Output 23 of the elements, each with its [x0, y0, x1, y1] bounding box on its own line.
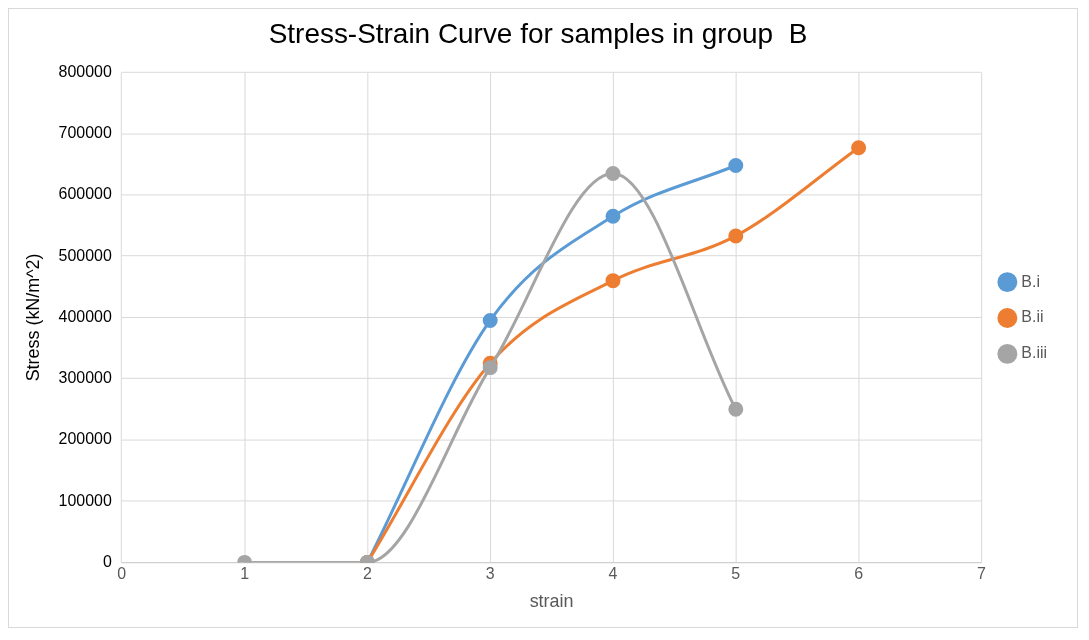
x-tick-label: 3: [485, 565, 495, 583]
y-tick-label: 500000: [58, 246, 112, 264]
y-tick-label: 400000: [58, 307, 112, 325]
y-tick-label: 300000: [58, 369, 112, 387]
y-tick-label: 700000: [58, 124, 112, 142]
y-tick-label: 600000: [58, 185, 112, 203]
x-axis-title: strain: [529, 591, 574, 612]
legend-label: B.i: [1021, 272, 1040, 290]
x-tick-label: 2: [362, 565, 372, 583]
x-tick-label: 1: [240, 565, 250, 583]
y-tick-label: 200000: [58, 430, 112, 448]
y-tick-label: 0: [102, 552, 112, 570]
x-tick-label: 0: [117, 565, 127, 583]
chart-title: Stress-Strain Curve for samples in group B: [268, 18, 808, 50]
x-tick-label: 5: [731, 565, 741, 583]
x-tick-label: 6: [854, 565, 864, 583]
y-tick-label: 100000: [58, 491, 112, 509]
legend-label: B.ii: [1021, 308, 1044, 326]
x-tick-label: 7: [976, 565, 986, 583]
x-tick-label: 4: [608, 565, 618, 583]
legend-label: B.iii: [1021, 344, 1048, 362]
y-axis-title: Stress (kN/m^2): [22, 253, 43, 382]
y-tick-label: 800000: [58, 62, 112, 80]
